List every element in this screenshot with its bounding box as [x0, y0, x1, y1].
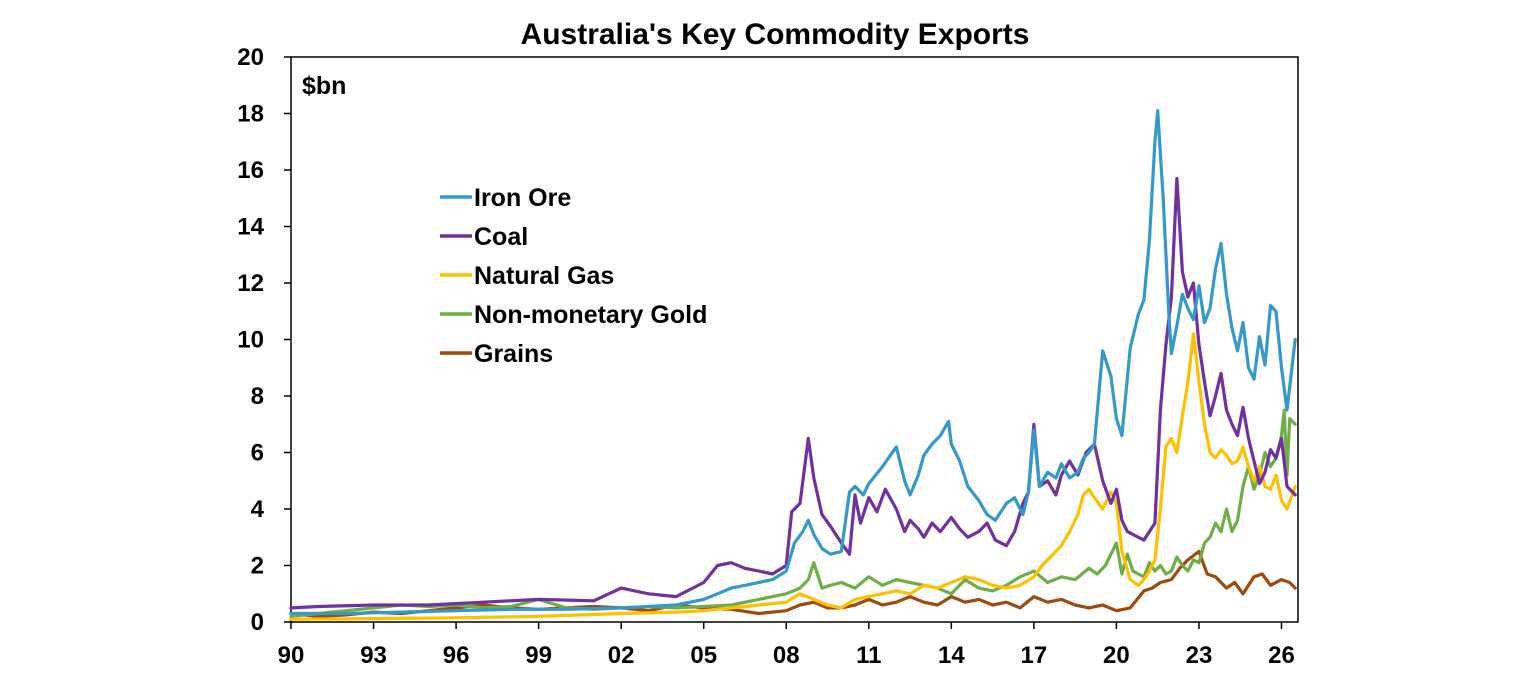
- legend-label-coal: Coal: [474, 223, 528, 251]
- y-tick-label: 20: [237, 44, 264, 71]
- x-tick-label: 23: [1186, 642, 1213, 669]
- y-tick-label: 8: [251, 383, 264, 410]
- y-tick-label: 16: [237, 157, 264, 184]
- x-tick-label: 93: [360, 642, 387, 669]
- y-tick-label: 6: [251, 440, 264, 467]
- chart-title: Australia's Key Commodity Exports: [521, 18, 1030, 51]
- series-line-natural-gas: [289, 332, 1297, 621]
- y-axis: 0 2 4 6 8 10 12 14 16 18 20: [237, 44, 291, 636]
- legend-label-non-monetary-gold: Non-monetary Gold: [474, 301, 707, 329]
- x-tick-label: 20: [1103, 642, 1130, 669]
- y-tick-label: 12: [237, 270, 264, 297]
- x-axis: 90 93 96 99 02 05 08 11 14 17 20 23 26: [278, 622, 1295, 669]
- series-line-iron-ore: [289, 109, 1297, 616]
- y-tick-label: 10: [237, 327, 264, 354]
- x-tick-label: 08: [773, 642, 800, 669]
- x-tick-label: 99: [525, 642, 552, 669]
- series-line-coal: [289, 176, 1297, 610]
- y-tick-label: 0: [251, 609, 264, 636]
- x-tick-label: 11: [856, 642, 881, 669]
- x-tick-label: 02: [608, 642, 635, 669]
- legend-label-iron-ore: Iron Ore: [474, 184, 571, 212]
- y-tick-label: 18: [237, 101, 264, 128]
- x-tick-label: 96: [443, 642, 470, 669]
- legend: Iron Ore Coal Natural Gas Non-monetary Gold…: [440, 184, 707, 368]
- x-tick-label: 90: [278, 642, 305, 669]
- y-tick-label: 4: [251, 496, 265, 523]
- unit-label: $bn: [302, 72, 346, 100]
- y-tick-label: 2: [251, 553, 264, 580]
- x-tick-label: 17: [1021, 642, 1048, 669]
- legend-label-natural-gas: Natural Gas: [474, 262, 614, 290]
- x-tick-label: 14: [938, 642, 965, 669]
- x-tick-label: 05: [690, 642, 717, 669]
- legend-label-grains: Grains: [474, 340, 553, 368]
- y-tick-label: 14: [237, 214, 264, 241]
- x-tick-label: 26: [1268, 642, 1295, 669]
- series-layer: [289, 109, 1297, 621]
